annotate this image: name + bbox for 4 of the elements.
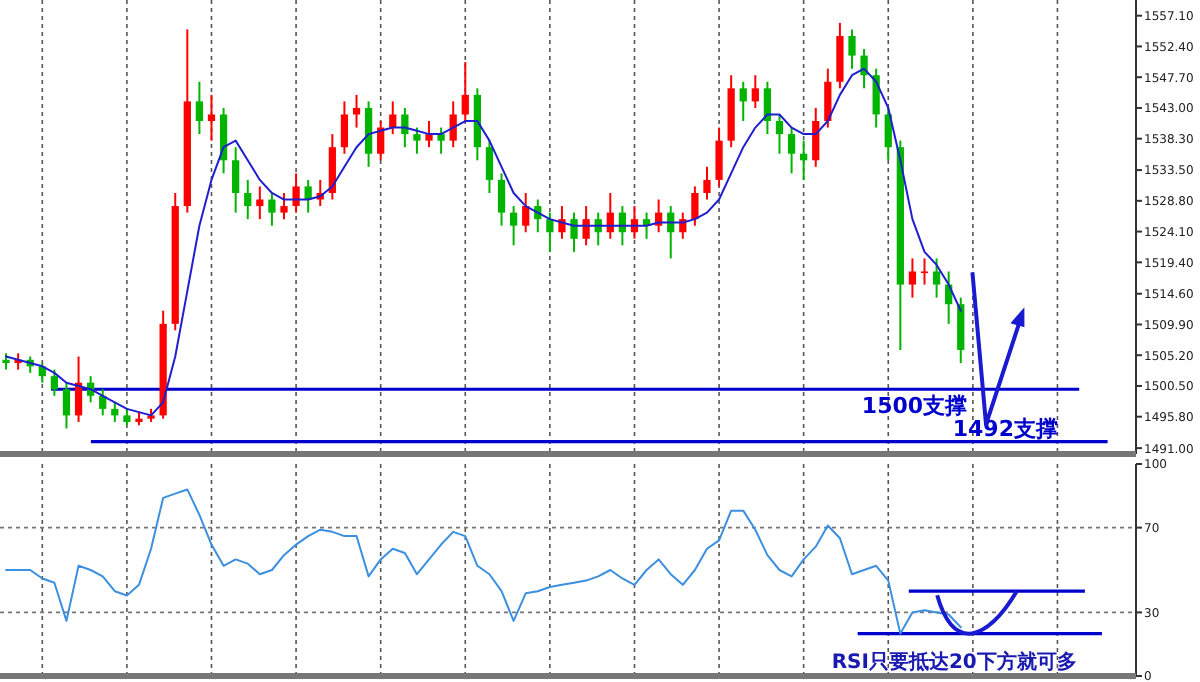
annotation: RSI只要抵达20下方就可多 [831,650,1077,674]
line-series [5,488,962,635]
ref-line-label: 1492支撑 [952,415,1058,442]
ref-line-label: 1500支撑 [861,393,968,420]
